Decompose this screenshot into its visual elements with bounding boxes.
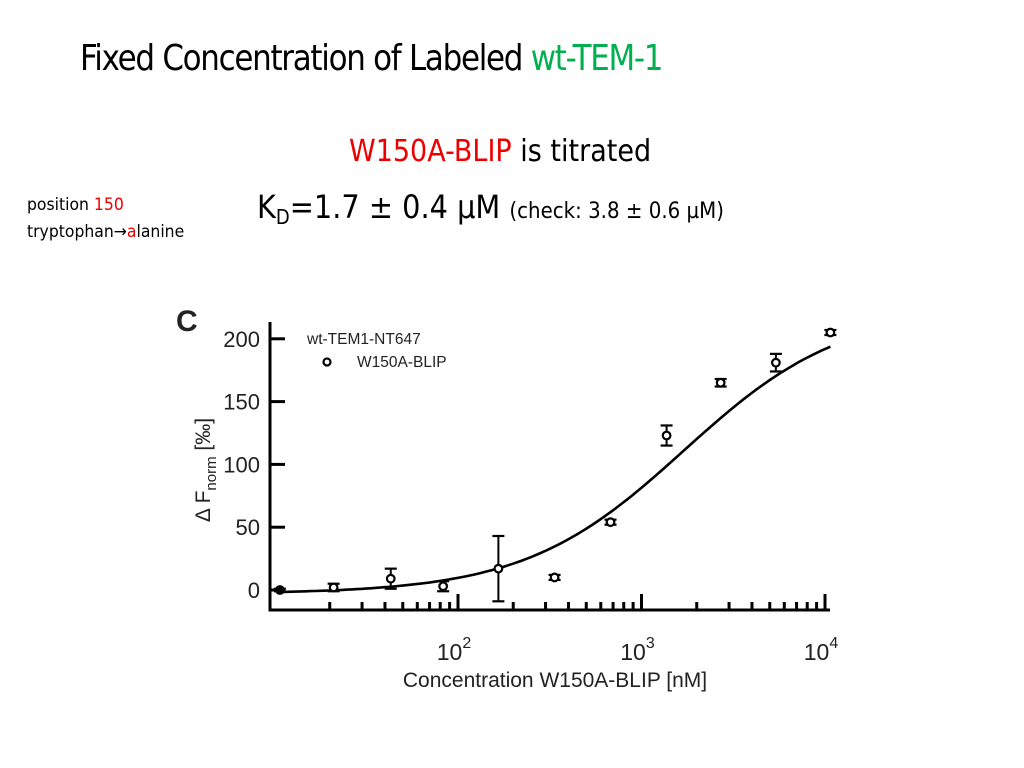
marker-circle: [438, 581, 449, 592]
arrow-right-icon: →: [113, 222, 127, 242]
x-tick-label: 104: [804, 635, 839, 665]
subtitle-protein: W150A-BLIP: [349, 134, 512, 169]
data-point: [548, 572, 561, 583]
ylabel-prefix: Δ F: [192, 491, 215, 523]
x-tick-exponent: 3: [646, 635, 655, 652]
data-point: [824, 327, 837, 338]
title-accent: wt-TEM-1: [530, 38, 664, 79]
y-tick-label: 100: [223, 452, 260, 477]
x-axis-label: Concentration W150A-BLIP [nM]: [403, 669, 707, 692]
note-alanine-rest: lanine: [136, 222, 185, 242]
kd-subscript: D: [275, 205, 290, 229]
data-point: [492, 534, 505, 603]
y-tick-label: 50: [236, 515, 260, 540]
ylabel-suffix: [‰]: [192, 418, 215, 457]
legend: wt-TEM1-NT647 W150A-BLIP: [306, 331, 447, 371]
data-point: [604, 517, 617, 528]
marker-circle: [605, 517, 616, 528]
data-point: [437, 580, 450, 593]
x-tick-exponent: 2: [462, 635, 471, 652]
data-point: [384, 567, 397, 590]
data-point: [273, 585, 286, 595]
fit-curve: [278, 345, 831, 594]
marker-circle: [770, 357, 781, 368]
mutation-note: position 150 tryptophan→alanine: [27, 192, 184, 246]
kd-check: (check: 3.8 ± 0.6 µM): [509, 199, 724, 224]
note-tryptophan: tryptophan: [27, 222, 114, 242]
note-alanine-initial: a: [126, 222, 137, 242]
x-tick-exponent: 4: [829, 635, 838, 652]
x-tick-label: 102: [437, 635, 472, 665]
data-point: [714, 377, 727, 388]
kd-value: =1.7 ± 0.4 µM: [289, 188, 501, 226]
data-point: [327, 582, 340, 593]
ylabel-sub: norm: [203, 456, 220, 490]
y-axis-label: Δ Fnorm [‰]: [192, 418, 220, 522]
legend-entry: W150A-BLIP: [357, 354, 447, 371]
marker-circle: [274, 585, 285, 595]
fit-curve-layer: [278, 345, 831, 594]
y-tick-label: 150: [223, 390, 260, 415]
x-tick-label: 103: [620, 635, 655, 665]
subtitle-rest: is titrated: [511, 134, 652, 169]
kd-label: K: [257, 188, 276, 226]
note-position-number: 150: [93, 195, 124, 215]
marker-circle: [549, 572, 560, 583]
note-position-text: position: [27, 195, 94, 215]
kd-result: KD=1.7 ± 0.4 µM (check: 3.8 ± 0.6 µM): [257, 188, 724, 229]
marker-circle: [493, 563, 504, 574]
slide-subtitle: W150A-BLIP is titrated: [349, 134, 651, 169]
note-line-2: tryptophan→alanine: [27, 219, 184, 246]
legend-marker-icon: [322, 357, 332, 367]
x-tick-base: 10: [437, 639, 463, 665]
note-line-1: position 150: [27, 192, 184, 219]
marker-circle: [328, 582, 339, 593]
y-tick-label: 200: [223, 327, 260, 352]
marker-circle: [661, 430, 672, 441]
title-main: Fixed Concentration of Labeled: [80, 38, 531, 79]
legend-header: wt-TEM1-NT647: [306, 331, 421, 348]
x-tick-base: 10: [620, 639, 646, 665]
data-point: [769, 352, 782, 373]
slide-title: Fixed Concentration of Labeled wt-TEM-1: [80, 38, 664, 79]
marker-circle: [385, 573, 396, 584]
data-points-layer: [273, 327, 837, 603]
data-point: [660, 424, 673, 447]
y-tick-label: 0: [248, 578, 260, 603]
marker-circle: [825, 327, 836, 338]
marker-circle: [715, 377, 726, 388]
x-tick-base: 10: [804, 639, 830, 665]
panel-label: C: [176, 305, 198, 338]
